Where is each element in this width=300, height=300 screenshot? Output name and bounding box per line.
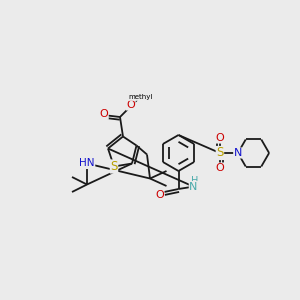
Text: O: O <box>215 163 224 173</box>
Text: HN: HN <box>79 158 95 169</box>
Text: N: N <box>189 182 198 192</box>
Text: N: N <box>234 148 242 158</box>
Text: methyl: methyl <box>129 94 153 100</box>
Text: S: S <box>110 160 118 173</box>
Text: O: O <box>126 100 135 110</box>
Text: O: O <box>155 190 164 200</box>
Text: H: H <box>191 176 199 186</box>
Text: S: S <box>216 146 224 160</box>
Text: O: O <box>99 109 108 119</box>
Text: O: O <box>215 133 224 143</box>
